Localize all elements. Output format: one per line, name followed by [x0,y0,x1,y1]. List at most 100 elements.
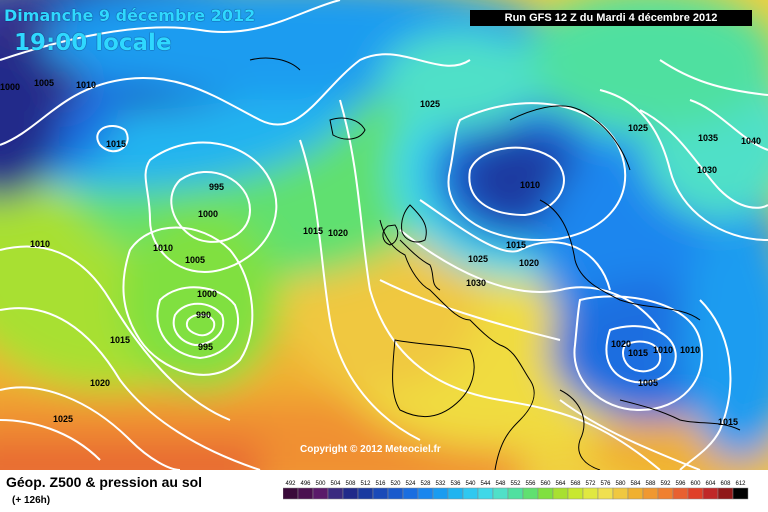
scale-swatch [372,487,389,500]
coastlines [249,57,741,470]
scale-swatch [522,487,539,500]
scale-swatch [357,487,374,500]
scale-label: 604 [705,481,716,487]
scale-label: 568 [570,481,581,487]
isobar-label: 1005 [34,78,54,88]
scale-label: 516 [375,481,386,487]
isobar-label: 1020 [611,339,631,349]
scale-swatch [672,487,689,500]
isobar-label: 1000 [0,82,20,92]
scale-label: 564 [555,481,566,487]
scale-swatch [582,487,599,500]
run-info: Run GFS 12 Z du Mardi 4 décembre 2012 [470,10,752,26]
scale-label: 524 [405,481,416,487]
scale-label: 536 [450,481,461,487]
isobar-label: 1015 [106,139,126,149]
scale-swatch [283,487,299,500]
scale-swatch [507,487,524,500]
scale-swatch [462,487,479,500]
isobar-label: 1015 [628,348,648,358]
scale-label: 576 [600,481,611,487]
scale-label: 580 [615,481,626,487]
scale-swatch [627,487,644,500]
isobar-label: 1010 [153,243,173,253]
scale-swatch [642,487,659,500]
scale-swatch [702,487,719,500]
scale-swatch [477,487,494,500]
isobar-label: 1000 [197,289,217,299]
isobar-label: 1005 [638,378,658,388]
isobar-label: 1030 [697,165,717,175]
geopotential-map: 1000 1005 1010 1015 1010 995 1000 1010 1… [0,0,768,470]
scale-label: 540 [465,481,476,487]
color-scale: 492 496 500 504 508 512 516 520 524 528 532 536 540 5… [283,481,749,500]
isobar-label: 1025 [628,123,648,133]
scale-label: 548 [495,481,506,487]
color-field: 1000 1005 1010 1015 1010 995 1000 1010 1… [0,0,768,470]
scale-swatch [537,487,554,500]
scale-swatch [687,487,704,500]
scale-swatch [342,487,359,500]
isobar-label: 995 [209,182,224,192]
scale-swatch [597,487,614,500]
scale-swatch [492,487,509,500]
forecast-date: Dimanche 9 décembre 2012 [4,6,256,25]
scale-label: 512 [360,481,371,487]
scale-label: 596 [675,481,686,487]
isobar-label: 1015 [506,240,526,250]
forecast-time: 19:00 locale [14,30,172,56]
scale-swatch [612,487,629,500]
isobar-label: 1025 [53,414,73,424]
scale-label: 520 [390,481,401,487]
scale-swatch [447,487,464,500]
scale-label: 508 [345,481,356,487]
isobar-label: 1015 [718,417,738,427]
isobar-label: 1020 [328,228,348,238]
isobar-label: 1025 [468,254,488,264]
scale-label: 612 [735,481,746,487]
isobar-label: 1000 [198,209,218,219]
isobar-label: 1005 [185,255,205,265]
isobar-label: 995 [198,342,213,352]
scale-label: 552 [510,481,521,487]
scale-label: 500 [315,481,326,487]
isobar-label: 1010 [653,345,673,355]
scale-label: 492 [285,481,296,487]
isobar-label: 1010 [520,180,540,190]
isobar-label: 1040 [741,136,761,146]
isobar-label: 1035 [698,133,718,143]
scale-swatch [417,487,434,500]
scale-label: 588 [645,481,656,487]
isobar-label: 1015 [303,226,323,236]
isobar-label: 1010 [30,239,50,249]
isobar-label: 1020 [519,258,539,268]
scale-swatch [717,487,734,500]
scale-swatch [297,487,314,500]
isobar-labels: 1000 1005 1010 1015 1010 995 1000 1010 1… [0,78,761,427]
scale-swatch [387,487,404,500]
map-caption: Géop. Z500 & pression au sol [6,474,203,490]
isobar-label: 1015 [110,335,130,345]
copyright: Copyright © 2012 Meteociel.fr [300,444,441,455]
scale-swatch [402,487,419,500]
scale-label: 532 [435,481,446,487]
scale-swatch [432,487,449,500]
forecast-lead: (+ 126h) [12,495,51,506]
scale-swatch [327,487,344,500]
scale-label: 504 [330,481,341,487]
scale-swatch [657,487,674,500]
scale-swatch [732,487,749,500]
scale-label: 600 [690,481,701,487]
scale-label: 592 [660,481,671,487]
scale-label: 544 [480,481,491,487]
isobar-label: 1030 [466,278,486,288]
scale-label: 608 [720,481,731,487]
scale-label: 556 [525,481,536,487]
isobar-label: 1025 [420,99,440,109]
scale-swatch [552,487,569,500]
scale-swatch [312,487,329,500]
isobar-label: 1020 [90,378,110,388]
isobar-label: 1010 [76,80,96,90]
scale-label: 584 [630,481,641,487]
